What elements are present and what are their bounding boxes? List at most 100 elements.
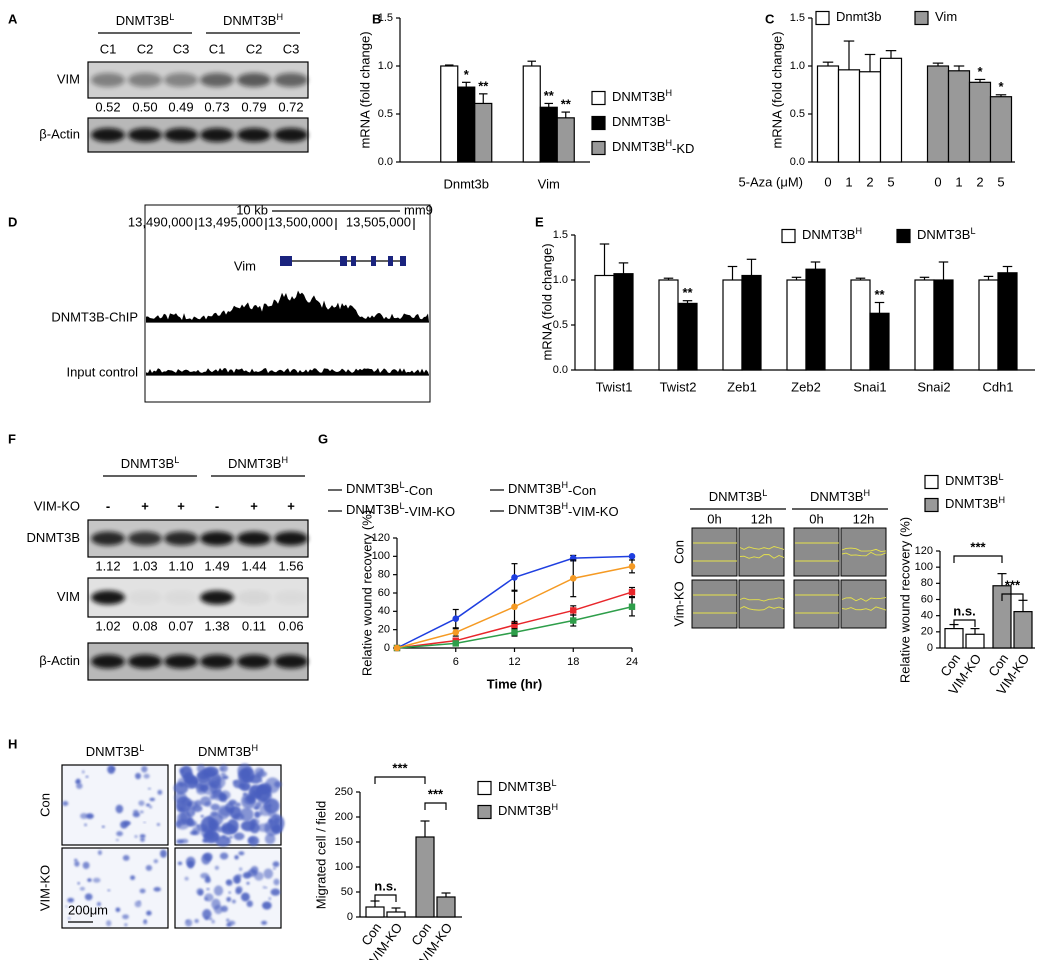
group-header: DNMT3BH xyxy=(223,12,283,28)
row-label: Con xyxy=(37,793,52,817)
micrograph xyxy=(691,579,738,629)
gene-exon xyxy=(388,256,393,266)
legend-label-part: DNMT3B xyxy=(802,227,855,242)
significance-bracket xyxy=(424,802,447,810)
stained-cell xyxy=(180,838,189,844)
blot-band xyxy=(128,73,162,87)
legend-label-part: H xyxy=(998,495,1005,505)
y-tick-label: 1.0 xyxy=(553,274,568,286)
bar xyxy=(613,273,634,371)
stained-cell xyxy=(233,832,245,841)
legend-label: DNMT3BH xyxy=(802,226,862,242)
treatment-sign: + xyxy=(250,498,258,513)
bar xyxy=(365,906,385,918)
legend-swatch xyxy=(477,780,492,796)
bar xyxy=(989,96,1013,163)
legend-label-part: L xyxy=(399,480,404,490)
stained-cell xyxy=(132,811,140,818)
legend-label-part: L xyxy=(551,778,556,788)
y-tick-label: 100 xyxy=(915,561,933,573)
legend-swatch xyxy=(815,10,830,26)
lane-label: C3 xyxy=(173,41,190,56)
stained-cell xyxy=(253,805,259,810)
x-tick-label: Cdh1 xyxy=(982,379,1013,394)
micrograph xyxy=(738,579,785,629)
stained-cell xyxy=(238,851,245,856)
data-point xyxy=(511,574,518,581)
panel-label: F xyxy=(8,431,16,446)
x-tick-label: 12 xyxy=(508,656,520,668)
time-label: 0h xyxy=(707,511,721,526)
stained-cell xyxy=(200,872,210,879)
column-header-part: DNMT3B xyxy=(86,744,139,759)
blot-band xyxy=(237,128,271,142)
stained-cell xyxy=(123,820,130,827)
blot-band xyxy=(274,531,308,546)
stained-cell xyxy=(267,811,278,818)
blot-band xyxy=(164,591,198,605)
band-quantification: 0.11 xyxy=(242,618,266,633)
significance-label: *** xyxy=(970,539,986,554)
significance-mark: ** xyxy=(544,88,555,103)
stained-cell xyxy=(219,764,228,773)
wound-edge xyxy=(841,597,887,602)
panel-label: A xyxy=(8,11,18,26)
wound-edge xyxy=(841,551,887,557)
stained-cell xyxy=(192,826,201,836)
significance-bracket xyxy=(1001,593,1024,601)
data-point xyxy=(628,603,636,610)
stained-cell xyxy=(226,896,232,902)
band-quantification: 0.73 xyxy=(204,99,229,114)
significance-mark: ** xyxy=(682,285,693,300)
band-quantification: 1.03 xyxy=(132,558,157,573)
legend-label-part: L xyxy=(998,472,1003,482)
significance-mark: * xyxy=(998,79,1004,94)
stained-cell xyxy=(216,825,223,833)
blot-band xyxy=(128,531,162,546)
group-header-part: H xyxy=(863,488,870,498)
legend-label: DNMT3BH xyxy=(498,802,558,818)
blot-band xyxy=(164,73,198,87)
group-header-part: L xyxy=(174,455,179,465)
lane-label: C1 xyxy=(209,41,226,56)
blot-band xyxy=(91,73,125,87)
stained-cell xyxy=(226,837,231,841)
row-label: DNMT3B xyxy=(27,530,80,545)
legend-swatch xyxy=(591,115,606,131)
y-tick-label: 80 xyxy=(921,577,933,589)
band-quantification: 0.06 xyxy=(278,618,303,633)
y-tick-label: 50 xyxy=(341,886,353,898)
wound-edge xyxy=(739,597,785,602)
significance-mark: * xyxy=(464,67,470,82)
row-label: VIM-KO xyxy=(37,865,52,911)
bar xyxy=(436,896,456,918)
group-header-part: DNMT3B xyxy=(810,489,863,504)
assembly-label: mm9 xyxy=(404,202,433,217)
lane-label: C1 xyxy=(100,41,117,56)
stained-cell xyxy=(226,918,230,922)
x-tick-label: 1 xyxy=(955,174,962,189)
coordinate-label: 13,500,000 xyxy=(268,214,333,229)
stained-cell xyxy=(107,889,111,892)
legend-label: DNMT3BL xyxy=(917,226,976,242)
stained-cell xyxy=(264,833,276,845)
stained-cell xyxy=(145,864,153,871)
stained-cell xyxy=(210,803,220,811)
gene-exon xyxy=(351,256,356,266)
stained-cell xyxy=(198,775,211,788)
stained-cell xyxy=(143,821,146,824)
gene-exon xyxy=(340,256,347,266)
stained-cell xyxy=(84,823,87,827)
band-quantification: 1.12 xyxy=(95,558,120,573)
band-quantification: 1.56 xyxy=(278,558,303,573)
stained-cell xyxy=(196,824,200,828)
bar xyxy=(415,836,435,918)
bar xyxy=(522,65,541,163)
stained-cell xyxy=(227,920,236,926)
stained-cell xyxy=(97,850,102,856)
stained-cell xyxy=(79,886,85,891)
band-quantification: 0.08 xyxy=(132,618,157,633)
stained-cell xyxy=(200,814,204,818)
treatment-sign: + xyxy=(177,498,185,513)
legend-swatch xyxy=(914,10,929,26)
